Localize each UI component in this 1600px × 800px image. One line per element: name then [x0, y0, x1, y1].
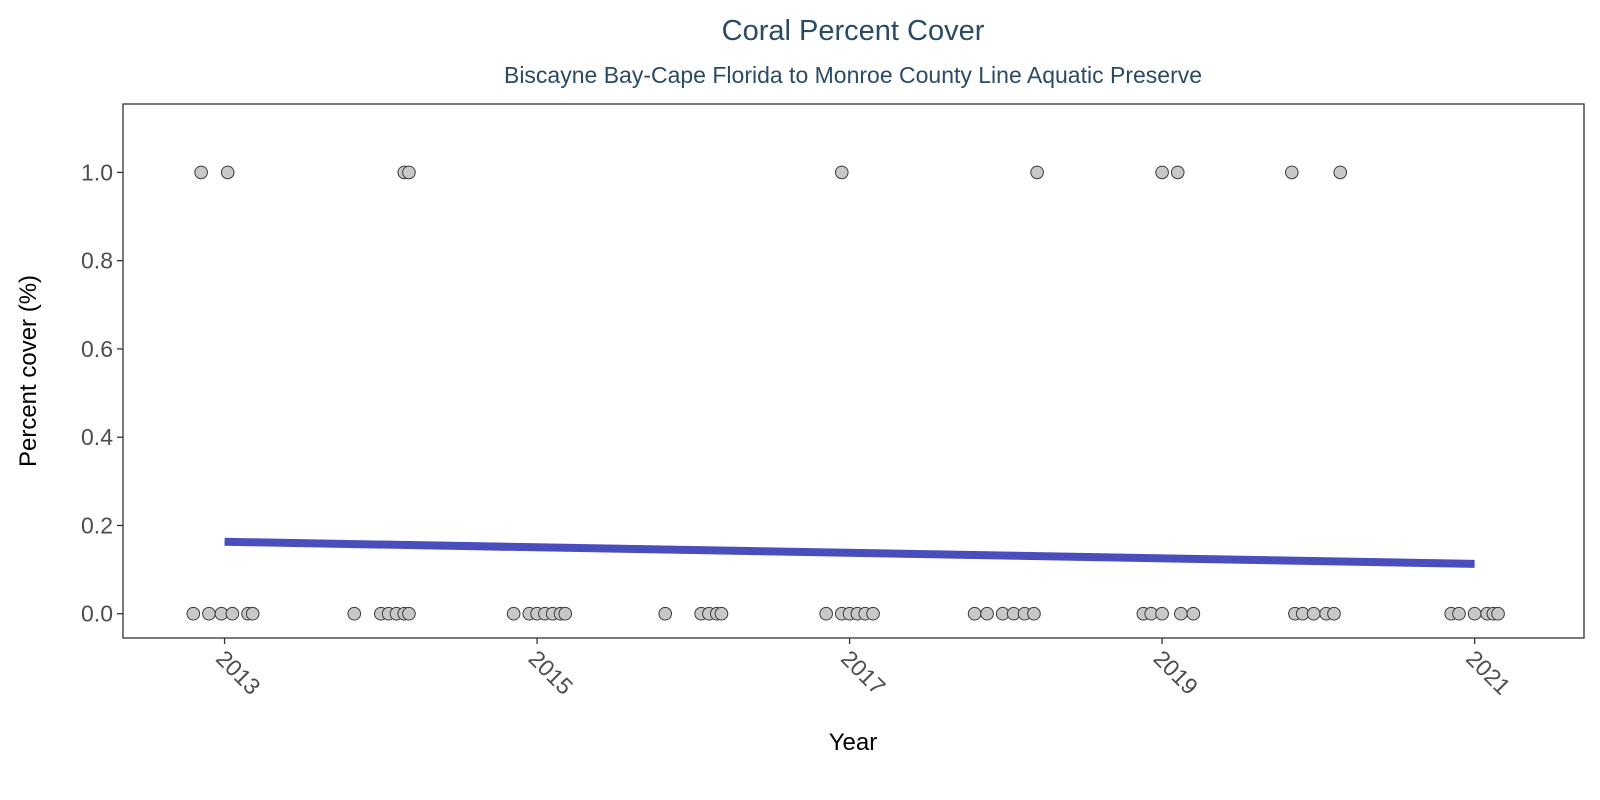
data-point [506, 606, 521, 621]
trend-line-layer [224, 537, 1475, 568]
chart-title: Coral Percent Cover [722, 15, 985, 47]
data-point [347, 606, 362, 621]
y-axis: 0.0 0.2 0.4 0.6 0.8 1.0 [81, 159, 123, 627]
y-tick-label: 0.0 [81, 601, 113, 627]
data-point [1155, 606, 1169, 621]
data-point [194, 165, 208, 180]
data-point [834, 165, 849, 180]
data-point [202, 606, 216, 621]
x-axis-label: Year [829, 729, 878, 756]
data-point [186, 606, 201, 621]
x-tick-label: 2021 [1461, 645, 1516, 700]
chart-subtitle: Biscayne Bay-Cape Florida to Monroe Coun… [504, 62, 1202, 88]
x-axis: 2013 2015 2017 2019 2021 [211, 638, 1516, 700]
data-point [1327, 606, 1341, 621]
data-point [658, 606, 673, 621]
data-point [1452, 606, 1466, 621]
data-point [967, 606, 982, 621]
y-axis-label: Percent cover (%) [15, 275, 42, 467]
data-point [819, 606, 833, 621]
data-point [1186, 606, 1201, 621]
data-point [1174, 606, 1188, 621]
data-point [1333, 165, 1348, 180]
y-tick-label: 0.4 [81, 424, 113, 450]
data-point [1491, 606, 1505, 621]
data-point [402, 606, 416, 621]
y-tick-label: 0.2 [81, 512, 113, 538]
data-point [402, 165, 416, 180]
y-tick-label: 0.6 [81, 336, 113, 362]
x-tick-label: 2019 [1149, 645, 1204, 700]
data-point [225, 606, 240, 621]
data-point [1027, 606, 1041, 621]
x-tick-label: 2017 [836, 645, 891, 700]
data-point [1030, 165, 1044, 180]
plot-panel [122, 103, 1585, 639]
data-point [245, 606, 260, 621]
y-tick-label: 0.8 [81, 248, 113, 274]
x-tick-label: 2015 [524, 645, 579, 700]
data-point [714, 606, 729, 621]
points-layer [186, 165, 1505, 621]
data-point [866, 606, 880, 621]
x-tick-label: 2013 [211, 645, 266, 700]
y-tick-label: 1.0 [81, 159, 113, 185]
data-point [1467, 606, 1482, 621]
trend-line [224, 537, 1475, 568]
data-point [980, 606, 994, 621]
data-point [1155, 165, 1169, 180]
data-point [1306, 606, 1321, 621]
data-point [220, 165, 235, 180]
data-point [1285, 165, 1299, 180]
data-point [558, 606, 573, 621]
data-point [1170, 165, 1185, 180]
